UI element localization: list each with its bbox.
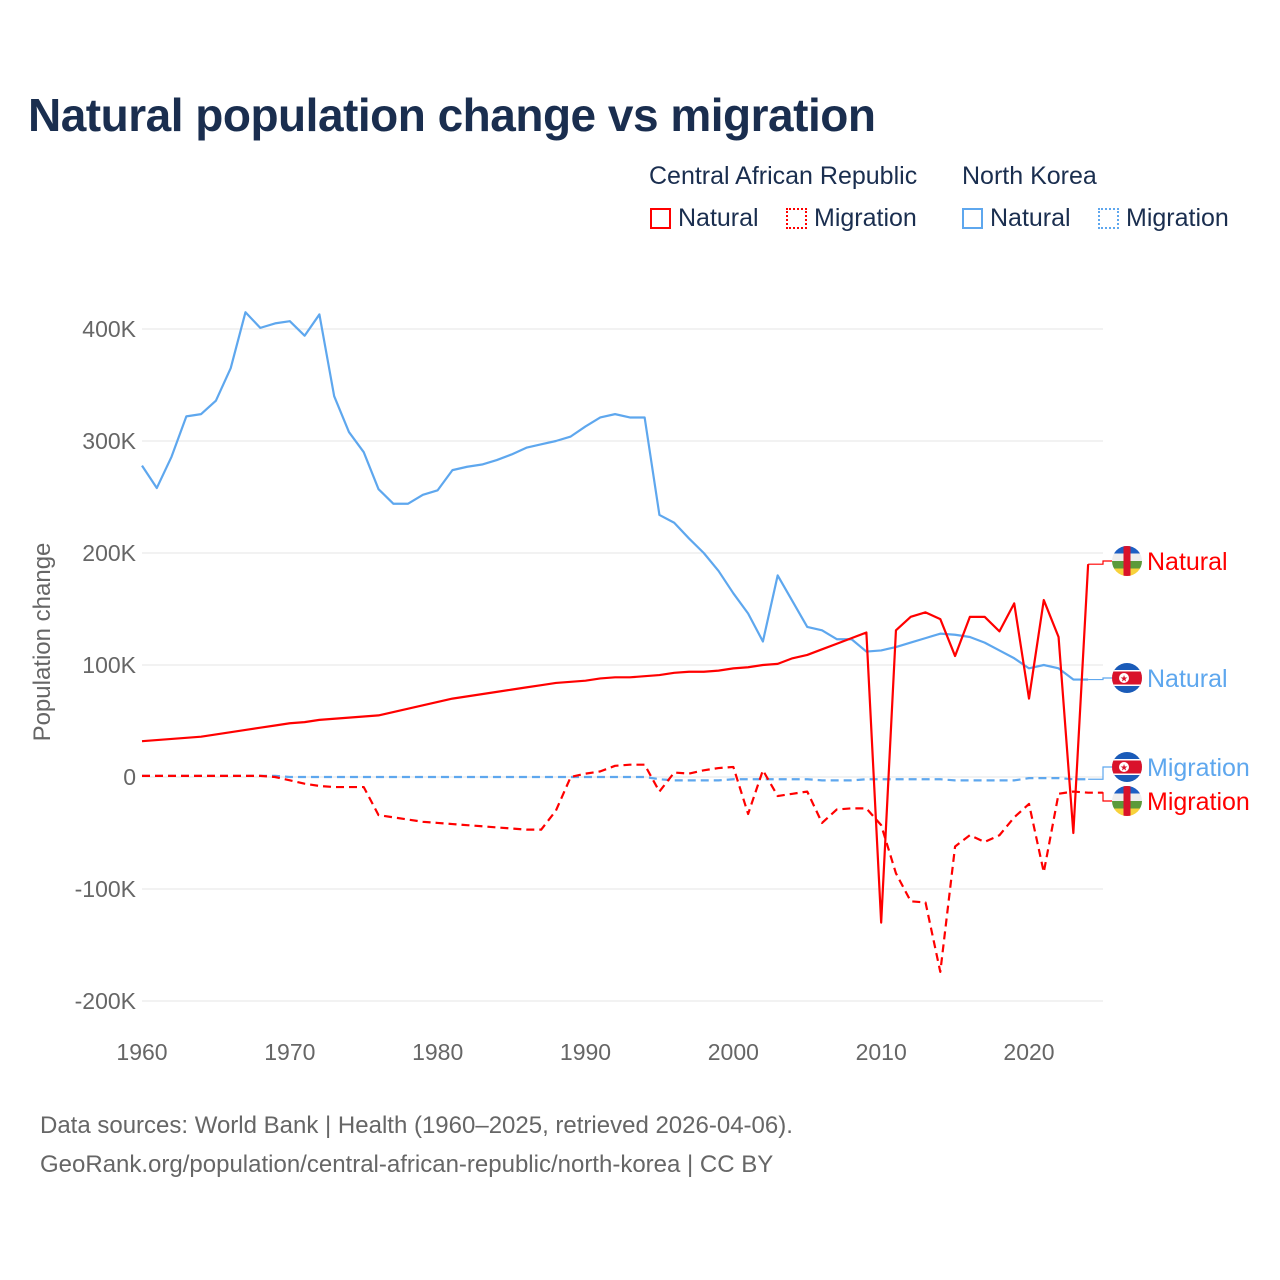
flag-body: [1112, 546, 1142, 576]
flag-star: ★: [1120, 763, 1128, 773]
series-end-label: Natural: [1147, 665, 1228, 693]
flag-stripe: [1112, 801, 1142, 809]
car-flag-icon: [1112, 786, 1142, 816]
label-connector: [1102, 792, 1112, 802]
flag-stripe: [1112, 752, 1142, 782]
x-tick-label: 2010: [856, 1039, 907, 1065]
label-connector: [1088, 766, 1112, 780]
legend-item-car-natural[interactable]: Natural: [650, 204, 759, 233]
flag-body: ★: [1112, 663, 1142, 693]
flag-body: [1112, 786, 1142, 816]
series-line-north-korea-migration: [142, 774, 1089, 782]
flag-star-disc: [1119, 762, 1129, 772]
legend-swatch-dotted-icon: [786, 208, 807, 229]
legend-group-car: Central African Republic: [649, 162, 918, 190]
legend-label: Migration: [1126, 204, 1229, 232]
legend-swatch-solid-icon: [962, 208, 983, 229]
x-tick-label: 1970: [264, 1039, 315, 1065]
legend-item-car-migration[interactable]: Migration: [786, 204, 917, 233]
legend-group-nk: North Korea: [962, 162, 1097, 190]
x-tick-label: 2020: [1003, 1039, 1054, 1065]
label-connector: [1088, 677, 1112, 681]
flag-stripe: [1112, 561, 1142, 569]
flag-stripe: [1112, 546, 1142, 554]
x-tick-label: 1990: [560, 1039, 611, 1065]
legend-label: Natural: [990, 204, 1071, 232]
series-line-central-african-republic-migration: [142, 763, 1103, 973]
legend-item-nk-migration[interactable]: Migration: [1098, 204, 1229, 233]
y-tick-label: 100K: [82, 652, 136, 678]
series-end-label: Natural: [1147, 548, 1228, 576]
series-end-label: Migration: [1147, 788, 1250, 816]
x-tick-label: 1980: [412, 1039, 463, 1065]
flag-stripe: [1112, 568, 1142, 576]
flag-stripe: [1112, 553, 1142, 562]
y-tick-label: -200K: [75, 988, 137, 1014]
flag-stripe: [1123, 786, 1131, 816]
flag-star-disc: [1119, 673, 1129, 683]
y-tick-label: 200K: [82, 540, 136, 566]
y-axis-label: Population change: [29, 543, 56, 742]
y-tick-label: 400K: [82, 316, 136, 342]
flag-stripe: [1112, 663, 1142, 693]
footer: Data sources: World Bank | Health (1960–…: [40, 1106, 793, 1184]
footer-sources: Data sources: World Bank | Health (1960–…: [40, 1112, 793, 1139]
chart-title: Natural population change vs migration: [28, 89, 876, 141]
y-tick-label: 300K: [82, 428, 136, 454]
flag-stripe: [1112, 759, 1142, 775]
flag-stripe: [1112, 760, 1142, 774]
flag-star: ★: [1120, 674, 1128, 684]
legend-swatch-dotted-icon: [1098, 208, 1119, 229]
flag-stripe: [1123, 546, 1131, 576]
x-tick-label: 1960: [116, 1039, 167, 1065]
series-line-north-korea-natural: [141, 311, 1089, 681]
legend-swatch-solid-icon: [650, 208, 671, 229]
legend-label: Natural: [678, 204, 759, 232]
flag-stripe: [1112, 786, 1142, 794]
flag-stripe: [1112, 808, 1142, 816]
series-line-central-african-republic-natural: [141, 564, 1090, 924]
label-connector: [1088, 560, 1112, 565]
series-end-label: Migration: [1147, 754, 1250, 782]
flag-stripe: [1112, 671, 1142, 685]
flag-body: ★: [1112, 752, 1142, 782]
footer-link[interactable]: GeoRank.org/population/central-african-r…: [40, 1151, 774, 1178]
legend-label: Migration: [814, 204, 917, 232]
flag-stripe: [1112, 670, 1142, 686]
x-tick-label: 2000: [708, 1039, 759, 1065]
y-tick-label: 0: [123, 764, 136, 790]
y-tick-label: -100K: [75, 876, 137, 902]
flag-stripe: [1112, 793, 1142, 802]
legend-item-nk-natural[interactable]: Natural: [962, 204, 1071, 233]
car-flag-icon: [1112, 546, 1142, 576]
north-korea-flag-icon: ★: [1112, 752, 1142, 782]
north-korea-flag-icon: ★: [1112, 663, 1142, 693]
